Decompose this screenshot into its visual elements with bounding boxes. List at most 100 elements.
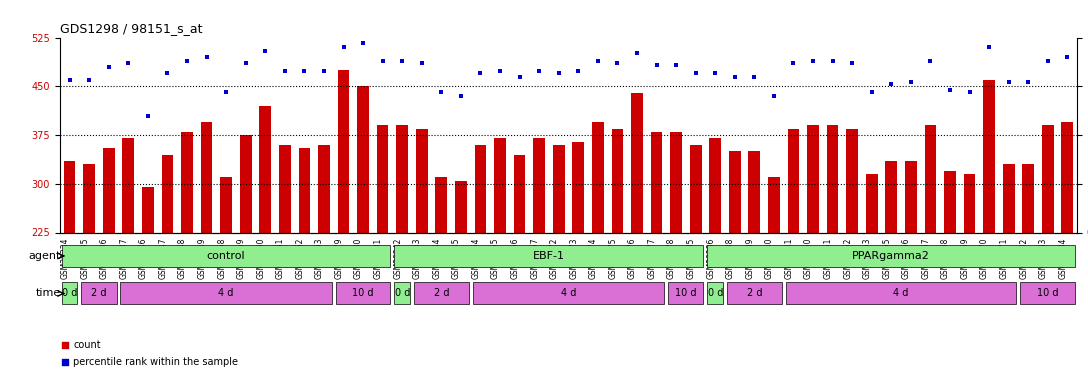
Point <box>824 58 841 64</box>
FancyBboxPatch shape <box>336 282 391 304</box>
Point <box>178 58 196 64</box>
FancyBboxPatch shape <box>394 282 410 304</box>
Point <box>413 60 431 66</box>
Bar <box>749 151 761 232</box>
Point <box>237 60 255 66</box>
Point <box>492 68 509 74</box>
Point <box>687 70 704 76</box>
Point <box>453 93 470 99</box>
Point <box>276 68 294 74</box>
Point <box>120 60 137 66</box>
Bar <box>376 125 388 232</box>
Point <box>159 70 176 76</box>
Point <box>569 68 586 74</box>
Point <box>296 68 313 74</box>
Point <box>902 80 919 86</box>
Bar <box>984 80 994 232</box>
Point <box>355 40 372 46</box>
Bar <box>670 132 682 232</box>
Point <box>922 58 939 64</box>
Bar <box>827 125 839 232</box>
Text: percentile rank within the sample: percentile rank within the sample <box>73 357 238 367</box>
Point <box>551 70 568 76</box>
Bar <box>690 145 702 232</box>
Bar <box>533 138 545 232</box>
Bar <box>494 138 506 232</box>
Bar <box>788 129 800 232</box>
Text: EBF-1: EBF-1 <box>533 251 565 261</box>
Bar <box>807 125 819 232</box>
Bar <box>944 171 956 232</box>
Bar <box>866 174 878 232</box>
FancyBboxPatch shape <box>786 282 1016 304</box>
Point <box>961 89 978 95</box>
Bar <box>1023 164 1034 232</box>
Point <box>667 62 684 68</box>
Bar <box>357 86 369 232</box>
Bar <box>729 151 741 232</box>
Text: 2 d: 2 d <box>91 288 107 298</box>
Bar <box>514 154 526 232</box>
Point <box>980 44 998 50</box>
Bar <box>220 177 232 232</box>
Text: 4 d: 4 d <box>560 288 577 298</box>
Bar <box>474 145 486 232</box>
FancyBboxPatch shape <box>413 282 469 304</box>
Bar <box>1003 164 1014 232</box>
Bar <box>298 148 310 232</box>
Point <box>511 74 529 80</box>
Point <box>1019 80 1037 86</box>
Point <box>863 89 880 95</box>
Point <box>843 60 861 66</box>
Point <box>61 77 78 83</box>
Text: time: time <box>36 288 61 298</box>
Point <box>198 54 215 60</box>
Point <box>628 50 645 56</box>
Bar <box>768 177 780 232</box>
Bar <box>886 161 898 232</box>
Text: agent: agent <box>28 251 61 261</box>
Bar <box>964 174 976 232</box>
Point <box>374 58 392 64</box>
Text: count: count <box>73 340 101 350</box>
Bar <box>572 141 584 232</box>
Bar <box>103 148 114 232</box>
Bar <box>279 145 290 232</box>
Point <box>589 58 606 64</box>
FancyBboxPatch shape <box>62 245 391 267</box>
FancyBboxPatch shape <box>707 282 724 304</box>
Point <box>316 68 333 74</box>
Point <box>745 74 763 80</box>
Text: 4 d: 4 d <box>219 288 234 298</box>
Point <box>394 58 411 64</box>
Bar <box>200 122 212 232</box>
Text: 0 d: 0 d <box>395 288 410 298</box>
Text: 4 d: 4 d <box>893 288 908 298</box>
Text: 2 d: 2 d <box>746 288 762 298</box>
Bar <box>846 129 858 232</box>
Bar <box>1062 122 1073 232</box>
Text: 10 d: 10 d <box>676 288 696 298</box>
Point <box>335 44 353 50</box>
FancyBboxPatch shape <box>707 245 1075 267</box>
Bar <box>925 125 937 232</box>
Bar <box>631 93 643 232</box>
FancyBboxPatch shape <box>121 282 332 304</box>
Point <box>726 74 743 80</box>
Point <box>433 89 450 95</box>
Point <box>139 112 157 118</box>
Point <box>804 58 821 64</box>
Point <box>531 68 548 74</box>
Point <box>372 295 390 301</box>
Point <box>706 70 724 76</box>
Text: 0 d: 0 d <box>62 288 77 298</box>
Bar <box>455 180 467 232</box>
Point <box>81 77 98 83</box>
Bar <box>651 132 663 232</box>
Point <box>784 60 802 66</box>
Point <box>372 141 390 147</box>
Point <box>1059 54 1076 60</box>
Text: 10 d: 10 d <box>353 288 374 298</box>
Point <box>647 62 665 68</box>
Text: 10 d: 10 d <box>1037 288 1059 298</box>
